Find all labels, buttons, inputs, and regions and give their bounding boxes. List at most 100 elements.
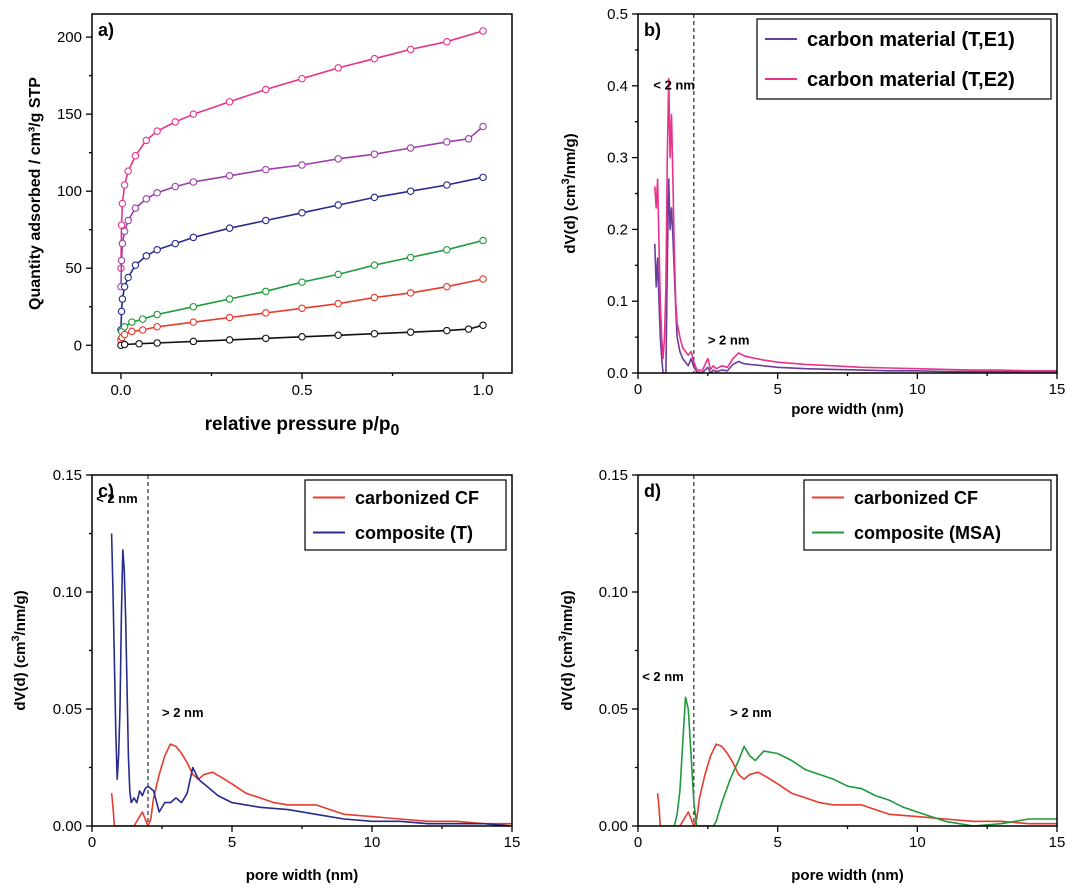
legend-entry: carbonized CF [355,488,479,508]
data-point [406,144,415,152]
x-tick-label: 10 [909,834,926,851]
x-tick-label: 0.5 [292,382,313,399]
y-tick-label: 0.15 [599,467,628,484]
x-tick-label: 10 [364,834,381,851]
plot-area [110,533,512,826]
data-point [370,54,379,63]
y-tick-label: 100 [57,183,82,200]
data-point [171,182,180,191]
data-point [298,161,306,169]
y-tick-label: 0.00 [599,818,628,835]
data-point [131,204,140,212]
data-point [464,135,473,143]
data-point [171,239,180,248]
y-tick-label: 0.3 [607,150,628,167]
data-point [153,245,161,254]
panel-d: 0 5 10 15 0.00 0.05 0.10 0.15 pore width (nm) dV(… [557,467,1065,884]
x-tick-label: 5 [228,834,236,851]
data-point [153,310,161,319]
panel-b: 0 5 10 15 0.0 0.1 0.2 0.3 0.4 0.5 pore width (nm) d… [560,6,1065,418]
data-point [334,299,342,308]
data-point [120,227,129,235]
annotation-label: > 2 nm [708,332,750,347]
data-point [225,336,234,344]
data-point [120,323,129,331]
data-point [406,45,415,54]
series-line-2 [120,125,484,287]
data-point [128,318,136,326]
y-tick-label: 200 [57,29,82,46]
data-point [334,270,342,279]
data-point [117,256,126,265]
data-point [118,295,127,303]
legend-entry: carbon material (T,E1) [807,29,1015,51]
data-point [370,150,379,158]
x-tick-label: 5 [773,834,781,851]
data-point [479,122,487,131]
plot-area [656,696,1057,826]
y-tick-label: 0.4 [607,78,628,95]
data-point [334,64,342,72]
data-point [370,293,379,302]
y-tick-label: 0.10 [53,584,82,601]
data-point [443,245,451,254]
series-line-2 [673,696,1057,826]
x-axis-title: pore width (nm) [791,867,904,884]
y-axis-title: dV(d) (cm3/nm/g) [560,133,579,253]
data-point [334,331,342,340]
data-point [118,239,127,248]
data-point [443,37,451,46]
data-point [298,74,306,83]
data-point [262,334,270,343]
data-point [406,187,415,195]
legend-entry: carbonized CF [854,488,978,508]
x-tick-label: 5 [773,381,781,398]
y-tick-label: 0.5 [607,6,628,23]
data-point [262,309,270,317]
annotation-label: > 2 nm [730,705,772,720]
y-tick-label: 0.2 [607,221,628,238]
data-point [225,98,234,106]
data-point [370,329,379,338]
data-point [406,328,415,336]
panel-a: 0.0 0.5 1.0 0 50 100 150 200 relative pressure p… [27,13,513,439]
x-tick-label: 0.0 [111,382,132,399]
data-point [334,155,342,163]
legend: carbonized CF composite (MSA) [803,479,1052,551]
panel-label: a) [98,20,114,40]
y-tick-label: 0 [74,337,82,354]
x-axis-title: pore width (nm) [791,401,904,418]
data-point [117,307,126,316]
annotation-label: > 2 nm [162,705,204,720]
data-point [262,85,270,94]
data-point [124,216,132,225]
plot-area [654,77,1057,373]
series-line-1 [110,743,512,826]
data-point [189,233,198,242]
y-axis-title: Quantity adsorbed / cm³/g STP [27,77,44,310]
series-line-1 [120,30,484,269]
data-point [189,318,198,326]
y-tick-label: 0.05 [599,701,628,718]
data-point [120,340,129,349]
data-point [262,216,270,225]
legend-box [756,18,1052,100]
data-point [138,315,147,323]
x-tick-label: 15 [1049,834,1066,851]
data-point [225,313,234,322]
y-tick-label: 0.10 [599,584,628,601]
y-tick-label: 0.05 [53,701,82,718]
legend-entry: composite (MSA) [854,523,1001,543]
data-point [464,325,473,333]
data-point [189,302,198,311]
panel-label: c) [98,481,114,501]
x-axis-title: relative pressure p/p0 [205,414,400,439]
x-tick-label: 10 [909,381,926,398]
data-point [443,181,451,189]
data-point [153,188,161,197]
data-point [117,221,126,229]
y-tick-label: 150 [57,106,82,123]
y-tick-label: 0.15 [53,467,82,484]
data-point [443,326,451,335]
